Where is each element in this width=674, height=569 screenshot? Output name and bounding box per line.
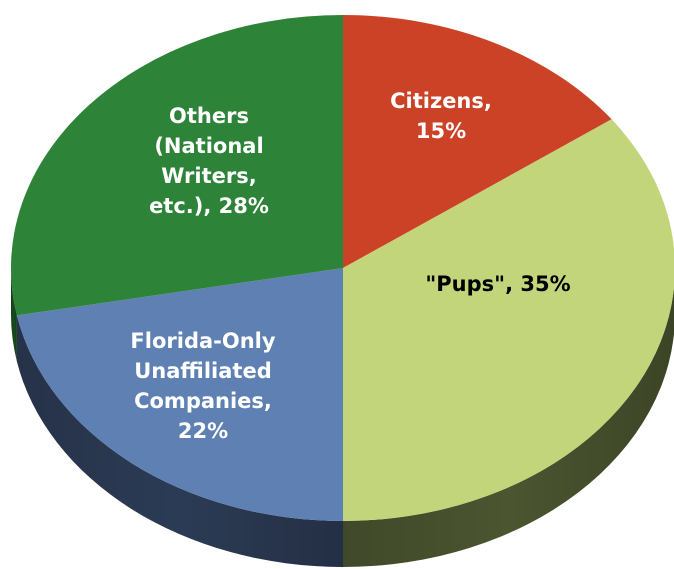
- pie-slice: [343, 15, 612, 268]
- slice-label-line: Companies,: [134, 389, 272, 413]
- pie-slice-side-shade: [11, 268, 17, 362]
- slice-label: "Pups", 35%: [425, 272, 570, 296]
- pie-slice-side-shade: [16, 315, 343, 567]
- slice-label-line: Unaffiliated: [134, 359, 271, 383]
- slice-label-line: (National: [154, 134, 263, 158]
- slice-label-line: etc.), 28%: [149, 194, 269, 218]
- slice-label: Others (National Writers, etc.), 28%: [149, 104, 269, 218]
- slice-label: Florida-Only Unaffiliated Companies, 22%: [130, 329, 275, 443]
- slice-label-line: Florida-Only: [130, 329, 275, 353]
- pie-slice: [10, 15, 343, 316]
- pie-slice-side-shade: [343, 286, 674, 567]
- slice-label-line: Citizens,: [390, 89, 492, 113]
- slice-label-line: 15%: [416, 119, 466, 143]
- slice-label-line: "Pups", 35%: [425, 272, 570, 296]
- slice-label: Citizens, 15%: [390, 89, 492, 143]
- pie-slice: [343, 119, 674, 521]
- pie-slice: [16, 268, 343, 521]
- slice-label-line: Others: [169, 104, 249, 128]
- slice-label-line: Writers,: [161, 164, 256, 188]
- slice-label-line: 22%: [178, 419, 228, 443]
